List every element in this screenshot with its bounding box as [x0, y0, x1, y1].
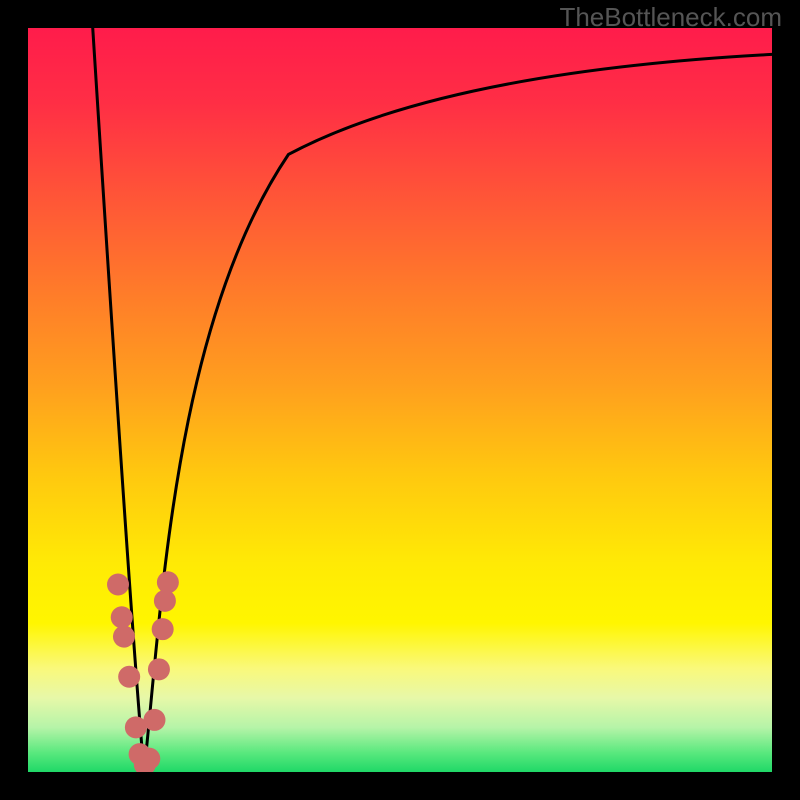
black-frame: [28, 28, 772, 772]
curve-marker: [111, 606, 133, 628]
curve-marker: [138, 748, 160, 770]
curve-right-branch: [144, 54, 772, 772]
curve-marker: [152, 618, 174, 640]
watermark-text: TheBottleneck.com: [559, 2, 782, 33]
curve-marker: [154, 590, 176, 612]
curve-left-branch: [93, 28, 144, 772]
stage: TheBottleneck.com: [0, 0, 800, 800]
curve-marker: [143, 709, 165, 731]
curve-marker: [118, 666, 140, 688]
curve-marker: [113, 626, 135, 648]
curve-marker: [107, 574, 129, 596]
curve-marker: [148, 658, 170, 680]
bottleneck-curve-overlay: [28, 28, 772, 772]
curve-marker: [157, 571, 179, 593]
